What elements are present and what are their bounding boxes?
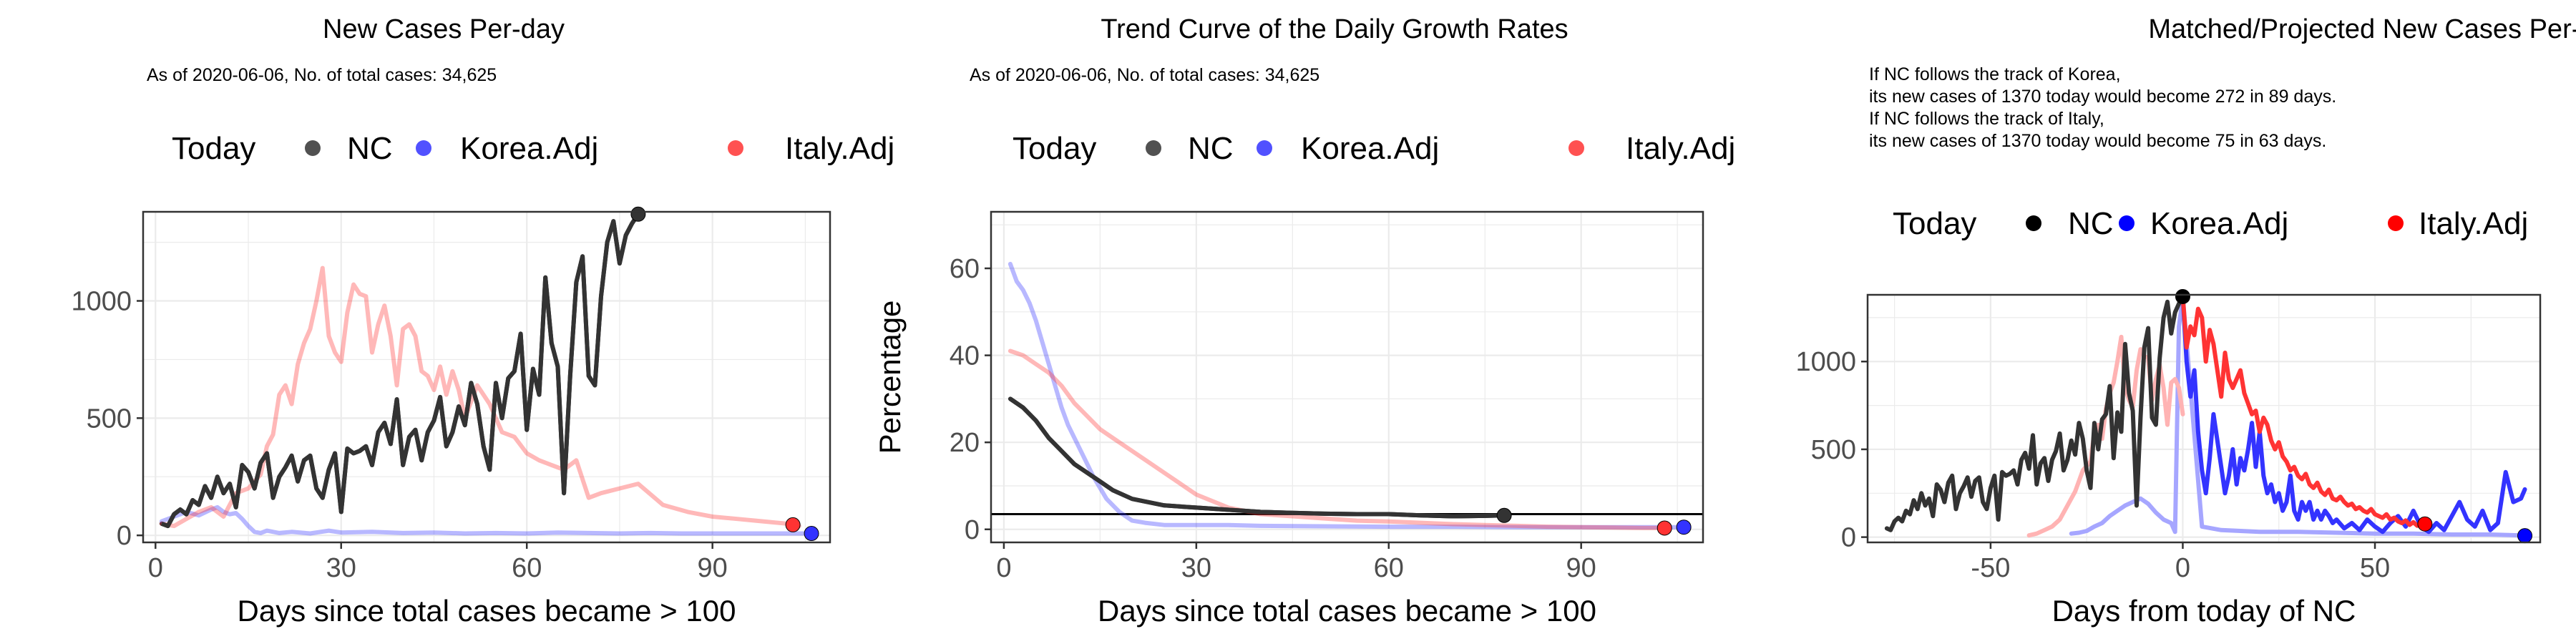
plot-border <box>142 210 831 544</box>
subtitle-line: As of 2020-06-06, No. of total cases: 34… <box>147 65 497 85</box>
today-point-nc <box>2175 288 2190 304</box>
plot-area <box>143 212 830 542</box>
x-tick-label: 0 <box>2175 553 2190 583</box>
series-line-italy-adj <box>159 265 801 529</box>
legend-label-italy-adj: Italy.Adj <box>1626 131 1735 166</box>
legend: Today NC Korea.Adj Italy.Adj <box>1013 131 1735 166</box>
chart-2: Trend Curve of the Daily Growth Rates As … <box>873 14 1735 628</box>
legend-label-korea-adj: Korea.Adj <box>2150 206 2288 241</box>
today-point-italy-adj <box>1657 520 1672 536</box>
series-group <box>1884 295 2527 538</box>
legend-title: Today <box>1893 206 1976 241</box>
x-tick-label: 30 <box>1181 553 1211 583</box>
legend-dot-nc <box>1146 140 1161 156</box>
today-point-nc <box>630 206 646 222</box>
chart-title: Trend Curve of the Daily Growth Rates <box>1101 14 1568 44</box>
x-axis-label: Days since total cases became > 100 <box>1098 594 1596 628</box>
today-point-nc <box>1496 507 1512 523</box>
legend-dot-nc <box>305 140 321 156</box>
x-tick-label: 30 <box>326 553 356 583</box>
legend-label-korea-adj: Korea.Adj <box>1301 131 1439 166</box>
series-line-nc <box>1884 295 2185 532</box>
legend-label-italy-adj: Italy.Adj <box>785 131 894 166</box>
x-tick-label: 0 <box>148 553 163 583</box>
x-axis-label: Days since total cases became > 100 <box>238 594 736 628</box>
plot-area <box>991 212 1703 542</box>
x-tick-label: 90 <box>1566 553 1596 583</box>
subtitle-line: If NC follows the track of Italy, <box>1869 109 2104 129</box>
series-line-italy-adj-history <box>2026 334 2185 538</box>
today-point-korea-adj <box>804 526 819 542</box>
y-tick-label: 1000 <box>71 287 132 317</box>
y-tick-label: 1000 <box>1795 347 1856 377</box>
plot-border <box>1866 293 2542 544</box>
x-tick-label: 0 <box>996 553 1011 583</box>
series-line-korea-adj <box>159 504 808 536</box>
series-group <box>159 212 808 536</box>
plot-border <box>990 210 1704 544</box>
legend-dot-korea-adj <box>1257 140 1272 156</box>
y-tick-label: 0 <box>1841 523 1856 553</box>
x-tick-label: 90 <box>698 553 728 583</box>
chart-1: New Cases Per-day As of 2020-06-06, No. o… <box>71 14 894 628</box>
legend-label-korea-adj: Korea.Adj <box>460 131 598 166</box>
chart-subtitle: If NC follows the track of Korea, its new… <box>1869 64 2336 151</box>
x-axis-label: Days from today of NC <box>2052 594 2356 628</box>
legend-dot-italy-adj <box>2388 215 2404 231</box>
y-tick-label: 60 <box>950 254 980 284</box>
y-tick-label: 500 <box>1811 435 1856 465</box>
legend-label-italy-adj: Italy.Adj <box>2419 206 2528 241</box>
subtitle-line: As of 2020-06-06, No. of total cases: 34… <box>970 65 1319 85</box>
x-tick-label: -50 <box>1971 553 2010 583</box>
legend-label-nc: NC <box>2068 206 2114 241</box>
grid <box>143 212 830 542</box>
series-line-italy-adj <box>1008 348 1667 530</box>
legend-label-nc: NC <box>1188 131 1234 166</box>
legend-dot-italy-adj <box>728 140 743 156</box>
y-tick-label: 40 <box>950 341 980 371</box>
legend-dot-italy-adj <box>1568 140 1584 156</box>
series-line-korea-adj <box>2180 295 2527 535</box>
chart-title: New Cases Per-day <box>323 14 565 44</box>
x-tick-label: 60 <box>512 553 542 583</box>
chart-subtitle: As of 2020-06-06, No. of total cases: 34… <box>147 65 497 85</box>
x-tick-label: 60 <box>1374 553 1404 583</box>
subtitle-line: If NC follows the track of Korea, <box>1869 64 2121 84</box>
chart-subtitle: As of 2020-06-06, No. of total cases: 34… <box>970 65 1319 85</box>
y-tick-label: 20 <box>950 428 980 458</box>
subtitle-line: its new cases of 1370 today would become… <box>1869 87 2336 107</box>
legend-title: Today <box>1013 131 1096 166</box>
legend-dot-korea-adj <box>2119 215 2135 231</box>
legend: Today NC Korea.Adj Italy.Adj <box>1893 206 2528 241</box>
y-tick-label: 0 <box>965 515 980 545</box>
legend-label-nc: NC <box>347 131 393 166</box>
series-line-korea-adj <box>1008 261 1680 530</box>
series-line-italy-adj <box>2180 295 2427 528</box>
series-line-korea-adj-history <box>2069 295 2524 538</box>
legend: Today NC Korea.Adj Italy.Adj <box>172 131 894 166</box>
chart-title: Matched/Projected New Cases Per-day <box>2148 14 2576 44</box>
legend-title: Today <box>172 131 255 166</box>
today-point-italy-adj <box>785 517 801 532</box>
subtitle-line: its new cases of 1370 today would become… <box>1869 131 2326 151</box>
series-line-nc-top <box>160 213 640 529</box>
y-axis-label: Percentage <box>873 301 907 454</box>
y-tick-label: 0 <box>117 521 132 551</box>
series-group <box>1008 261 1680 530</box>
chart-3: Matched/Projected New Cases Per-day If NC… <box>1795 14 2576 628</box>
today-point-italy-adj <box>2417 516 2433 532</box>
y-tick-label: 500 <box>87 404 132 434</box>
grid <box>991 212 1703 542</box>
today-point-korea-adj <box>1676 519 1692 535</box>
legend-dot-nc <box>2026 215 2041 231</box>
series-line-nc-top <box>1009 396 1505 519</box>
today-point-korea-adj <box>2517 528 2533 544</box>
legend-dot-korea-adj <box>416 140 431 156</box>
x-tick-label: 50 <box>2360 553 2390 583</box>
